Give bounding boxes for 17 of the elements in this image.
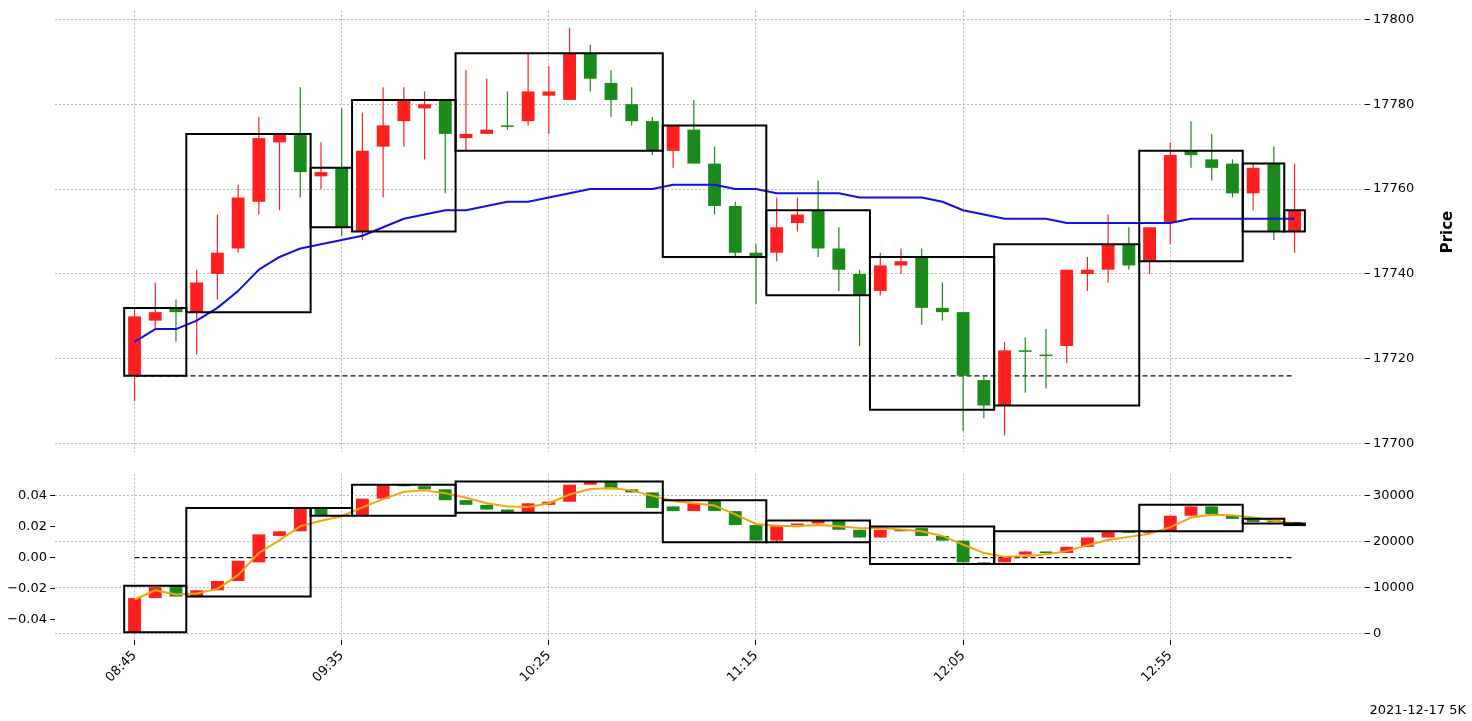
- y2-tick-label: 30000: [1373, 486, 1415, 502]
- y-tick-label: 17720: [1373, 350, 1415, 366]
- y-tick-label: 0.04: [18, 486, 47, 502]
- y-tick-label: −0.04: [7, 611, 47, 627]
- y-tick-label: 17780: [1373, 95, 1415, 111]
- y-tick-label: 17800: [1373, 10, 1415, 26]
- y-tick-label: 0.00: [18, 549, 47, 565]
- y-tick-label: 0.02: [18, 517, 47, 533]
- y-axis-title: Price: [1438, 210, 1456, 253]
- text: 2021-12-17 5K: [1369, 702, 1466, 717]
- y-tick-label: 17700: [1373, 435, 1415, 451]
- y2-tick-label: 10000: [1373, 578, 1415, 594]
- y2-tick-label: 20000: [1373, 532, 1415, 548]
- y-tick-label: −0.02: [7, 580, 47, 596]
- y-tick-label: 17760: [1373, 180, 1415, 196]
- y-tick-label: 17740: [1373, 265, 1415, 281]
- y2-tick-label: 0: [1373, 624, 1382, 640]
